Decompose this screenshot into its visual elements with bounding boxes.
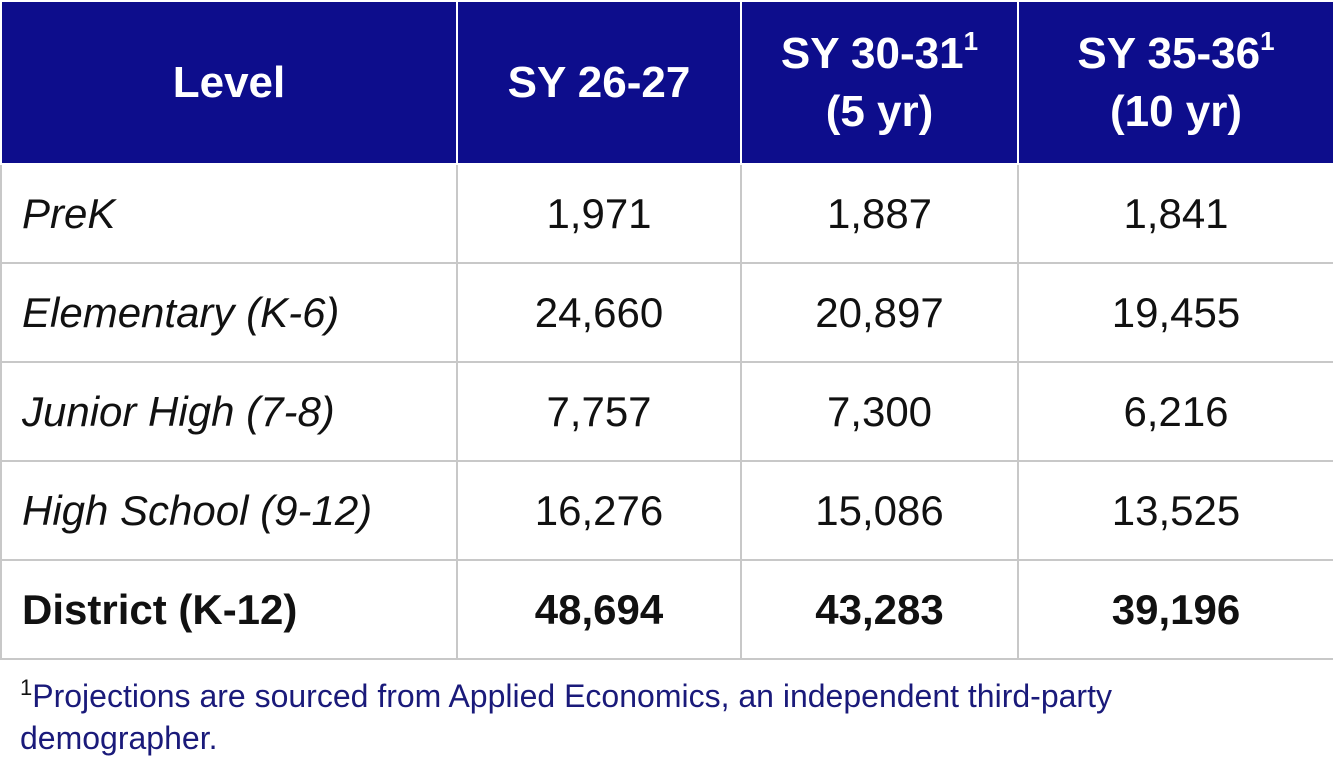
table-body: PreK 1,971 1,887 1,841 Elementary (K-6) 24,66… xyxy=(0,163,1333,660)
header-row: Level SY 26-27 SY 30-311 (5 yr) SY 35-361 (10… xyxy=(0,0,1333,165)
total-label-cell: District (K-12) xyxy=(0,559,458,660)
level-cell: Junior High (7-8) xyxy=(0,361,458,462)
value-cell: 16,276 xyxy=(456,460,742,561)
header-label: Level xyxy=(172,57,286,107)
value-cell: 1,841 xyxy=(1017,163,1333,264)
table-row: Junior High (7-8) 7,757 7,300 6,216 xyxy=(0,361,1333,462)
value-cell: 19,455 xyxy=(1017,262,1333,363)
level-cell: PreK xyxy=(0,163,458,264)
header-note: 1 xyxy=(963,26,979,57)
table-row: PreK 1,971 1,887 1,841 xyxy=(0,163,1333,264)
value-cell: 7,757 xyxy=(456,361,742,462)
level-cell: Elementary (K-6) xyxy=(0,262,458,363)
footnote-marker: 1 xyxy=(20,675,33,700)
header-cell: SY 30-311 (5 yr) xyxy=(740,0,1019,165)
value-cell: 24,660 xyxy=(456,262,742,363)
value-cell: 20,897 xyxy=(740,262,1019,363)
enrollment-table: Level SY 26-27 SY 30-311 (5 yr) SY 35-361 (10… xyxy=(0,0,1333,660)
level-cell: High School (9-12) xyxy=(0,460,458,561)
header-note: 1 xyxy=(1260,26,1275,57)
header-sub: (10 yr) xyxy=(1109,86,1243,136)
value-cell: 1,971 xyxy=(456,163,742,264)
header-label: SY 30-31 xyxy=(780,29,964,79)
table-row: High School (9-12) 16,276 15,086 13,525 xyxy=(0,460,1333,561)
total-value-cell: 48,694 xyxy=(456,559,742,660)
value-cell: 15,086 xyxy=(740,460,1019,561)
total-row: District (K-12) 48,694 43,283 39,196 xyxy=(0,559,1333,660)
value-cell: 13,525 xyxy=(1017,460,1333,561)
total-value-cell: 43,283 xyxy=(740,559,1019,660)
value-cell: 7,300 xyxy=(740,361,1019,462)
header-label: SY 35-36 xyxy=(1077,29,1261,79)
header-cell: SY 35-361 (10 yr) xyxy=(1017,0,1333,165)
header-sub: (5 yr) xyxy=(825,86,934,136)
header-label: SY 26-27 xyxy=(507,57,691,107)
footnote: 1Projections are sourced from Applied Ec… xyxy=(20,674,1280,759)
header-cell: SY 26-27 xyxy=(456,0,742,165)
value-cell: 1,887 xyxy=(740,163,1019,264)
value-cell: 6,216 xyxy=(1017,361,1333,462)
footnote-text: Projections are sourced from Applied Eco… xyxy=(20,678,1112,756)
table-row: Elementary (K-6) 24,660 20,897 19,455 xyxy=(0,262,1333,363)
header-cell: Level xyxy=(0,0,458,165)
total-value-cell: 39,196 xyxy=(1017,559,1333,660)
